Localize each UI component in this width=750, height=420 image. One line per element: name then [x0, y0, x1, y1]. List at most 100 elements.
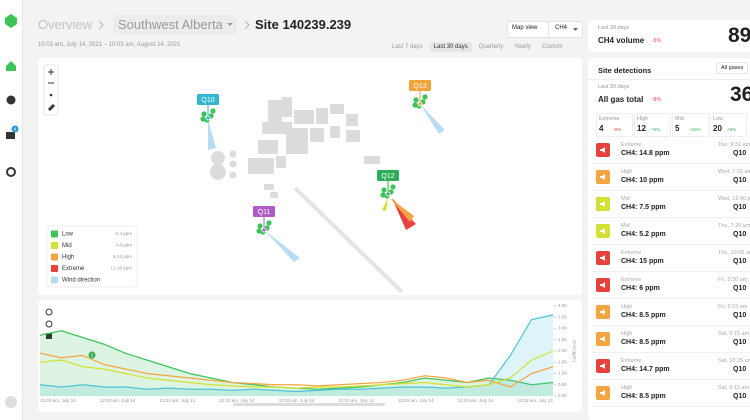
- period-tab[interactable]: Yearly: [514, 44, 531, 50]
- period-tab[interactable]: Custom: [541, 44, 563, 50]
- legend-name: Mid: [62, 243, 72, 249]
- sensor-tag: [377, 170, 399, 181]
- legend-swatch: [51, 253, 58, 261]
- legend-box: [46, 225, 138, 288]
- reading-blob: [412, 102, 418, 108]
- map-panel: Q10 Q13 Q12 Q11 Low 0-4 ppm Mid 4-8 ppm High 8-12…: [38, 58, 582, 295]
- y-tick-label: 2.00: [558, 348, 567, 353]
- date-range: 10:03 am, July 14, 2021 – 10:03 am, Augu…: [38, 42, 181, 48]
- y-tick-label: 2.50: [558, 337, 567, 342]
- logo: [5, 14, 17, 28]
- period-tab[interactable]: Last 30 days: [429, 42, 472, 52]
- reading-blob: [422, 94, 428, 100]
- home-icon[interactable]: [6, 61, 16, 71]
- sensor-label: Q11: [258, 209, 271, 216]
- sensor-tag: [253, 206, 275, 217]
- x-tick-label: 12:03 am, July 14: [279, 398, 315, 403]
- legend-swatch: [51, 276, 58, 284]
- sensor-pin: [205, 115, 211, 121]
- sensor-label: Q12: [381, 173, 394, 180]
- legend-name: Low: [62, 232, 74, 238]
- reading-blob: [413, 97, 419, 103]
- reading-blob: [201, 111, 207, 117]
- chevron: [244, 20, 250, 30]
- reading-blob: [257, 223, 263, 229]
- chevron: [98, 20, 104, 30]
- x-tick-label: 12:03 am, July 14: [159, 398, 195, 403]
- x-tick-label: 12:03 am, July 14: [458, 398, 494, 403]
- breadcrumb-overview[interactable]: Overview: [38, 17, 93, 32]
- avatar[interactable]: [5, 396, 17, 408]
- wind-cone: [264, 230, 300, 262]
- sensor-pin: [417, 101, 423, 107]
- breadcrumb-region[interactable]: Southwest Alberta: [118, 17, 223, 32]
- wind-cone: [420, 104, 445, 134]
- reading-blob: [380, 192, 386, 198]
- reading-blob: [256, 228, 262, 234]
- stats-icon[interactable]: [6, 95, 16, 105]
- sensor-tag: [409, 80, 431, 91]
- y-tick-label: 4.00: [558, 303, 567, 308]
- period-tab[interactable]: Quarterly: [478, 44, 504, 50]
- x-tick-label: 12:03 am, July 14: [40, 398, 76, 403]
- sensor-tag: [197, 94, 219, 105]
- gas-label[interactable]: CH4: [555, 25, 568, 31]
- x-tick-label: 12:03 am, July 14: [338, 398, 374, 403]
- road: [293, 186, 404, 294]
- buildings: [210, 97, 380, 198]
- y-tick-label: 1.50: [558, 359, 567, 364]
- divider: [548, 22, 549, 36]
- legend-name: High: [62, 255, 74, 261]
- wind-cone: [390, 198, 414, 222]
- map: Q10 Q13 Q12 Q11 Low 0-4 ppm Mid 4-8 ppm High 8-12…: [43, 64, 445, 294]
- y-tick-label: 3.50: [558, 314, 567, 319]
- caret: [573, 28, 578, 31]
- legend-swatch: [51, 242, 58, 249]
- legend-range: 0-4 ppm: [115, 231, 132, 236]
- y-tick-label: 0.50: [558, 382, 567, 387]
- site-title: Site 140239.239: [255, 17, 352, 32]
- chart: 0.00 0.50 1.00 1.50 2.00 2.50 3.00 3.50 4.00 CH4 …: [39, 303, 577, 406]
- y-axis-title: CH4 (ppm): [572, 340, 577, 363]
- y-tick-label: 3.00: [558, 326, 567, 331]
- reading-blob: [266, 220, 272, 226]
- reading-blob: [381, 187, 387, 193]
- legend-range: 8-12 ppm: [113, 254, 132, 259]
- chart-marker: [88, 351, 96, 359]
- scrollbar[interactable]: [233, 403, 385, 406]
- chart-tools[interactable]: [45, 308, 53, 339]
- reading-blob: [200, 116, 206, 122]
- badge-count: 4: [14, 127, 17, 132]
- x-tick-label: 12:03 am, July 14: [100, 398, 136, 403]
- sensor-pin: [385, 191, 391, 197]
- view-label[interactable]: Map view: [512, 25, 538, 31]
- sidebar-icons: 4: [5, 14, 19, 408]
- sensor-label: Q13: [413, 83, 426, 90]
- legend-swatch: [51, 230, 58, 238]
- legend-name: Extreme: [62, 266, 85, 272]
- detections-card: [588, 58, 750, 420]
- view-select[interactable]: [507, 21, 583, 38]
- chart-marker-label: 1: [91, 353, 94, 358]
- region-select[interactable]: [113, 15, 237, 34]
- map-controls[interactable]: [43, 64, 59, 116]
- period-tab[interactable]: Last 7 days: [392, 44, 423, 50]
- y-tick-label: 1.00: [558, 371, 567, 376]
- x-tick-label: 12:03 am, July 14: [517, 398, 553, 403]
- x-tick-label: 12:03 am, July 14: [219, 398, 255, 403]
- legend-range: 4-8 ppm: [115, 243, 132, 248]
- settings-icon[interactable]: [6, 167, 16, 177]
- reading-blob: [210, 108, 216, 114]
- line: [39, 352, 554, 388]
- line: [39, 350, 554, 389]
- badge: [11, 125, 19, 133]
- legend-swatch: [51, 265, 58, 272]
- summary-card: [588, 20, 750, 52]
- report-icon[interactable]: [6, 132, 15, 139]
- sidebar: 4: [0, 0, 23, 420]
- period-tabs: Last 7 days Last 30 days Quarterly Yearly Cu…: [388, 42, 567, 52]
- sensor-label: Q10: [201, 97, 214, 104]
- wind-cone: [382, 198, 388, 211]
- chart-panel: 0.00 0.50 1.00 1.50 2.00 2.50 3.00 3.50 4.00 CH4 …: [38, 300, 582, 412]
